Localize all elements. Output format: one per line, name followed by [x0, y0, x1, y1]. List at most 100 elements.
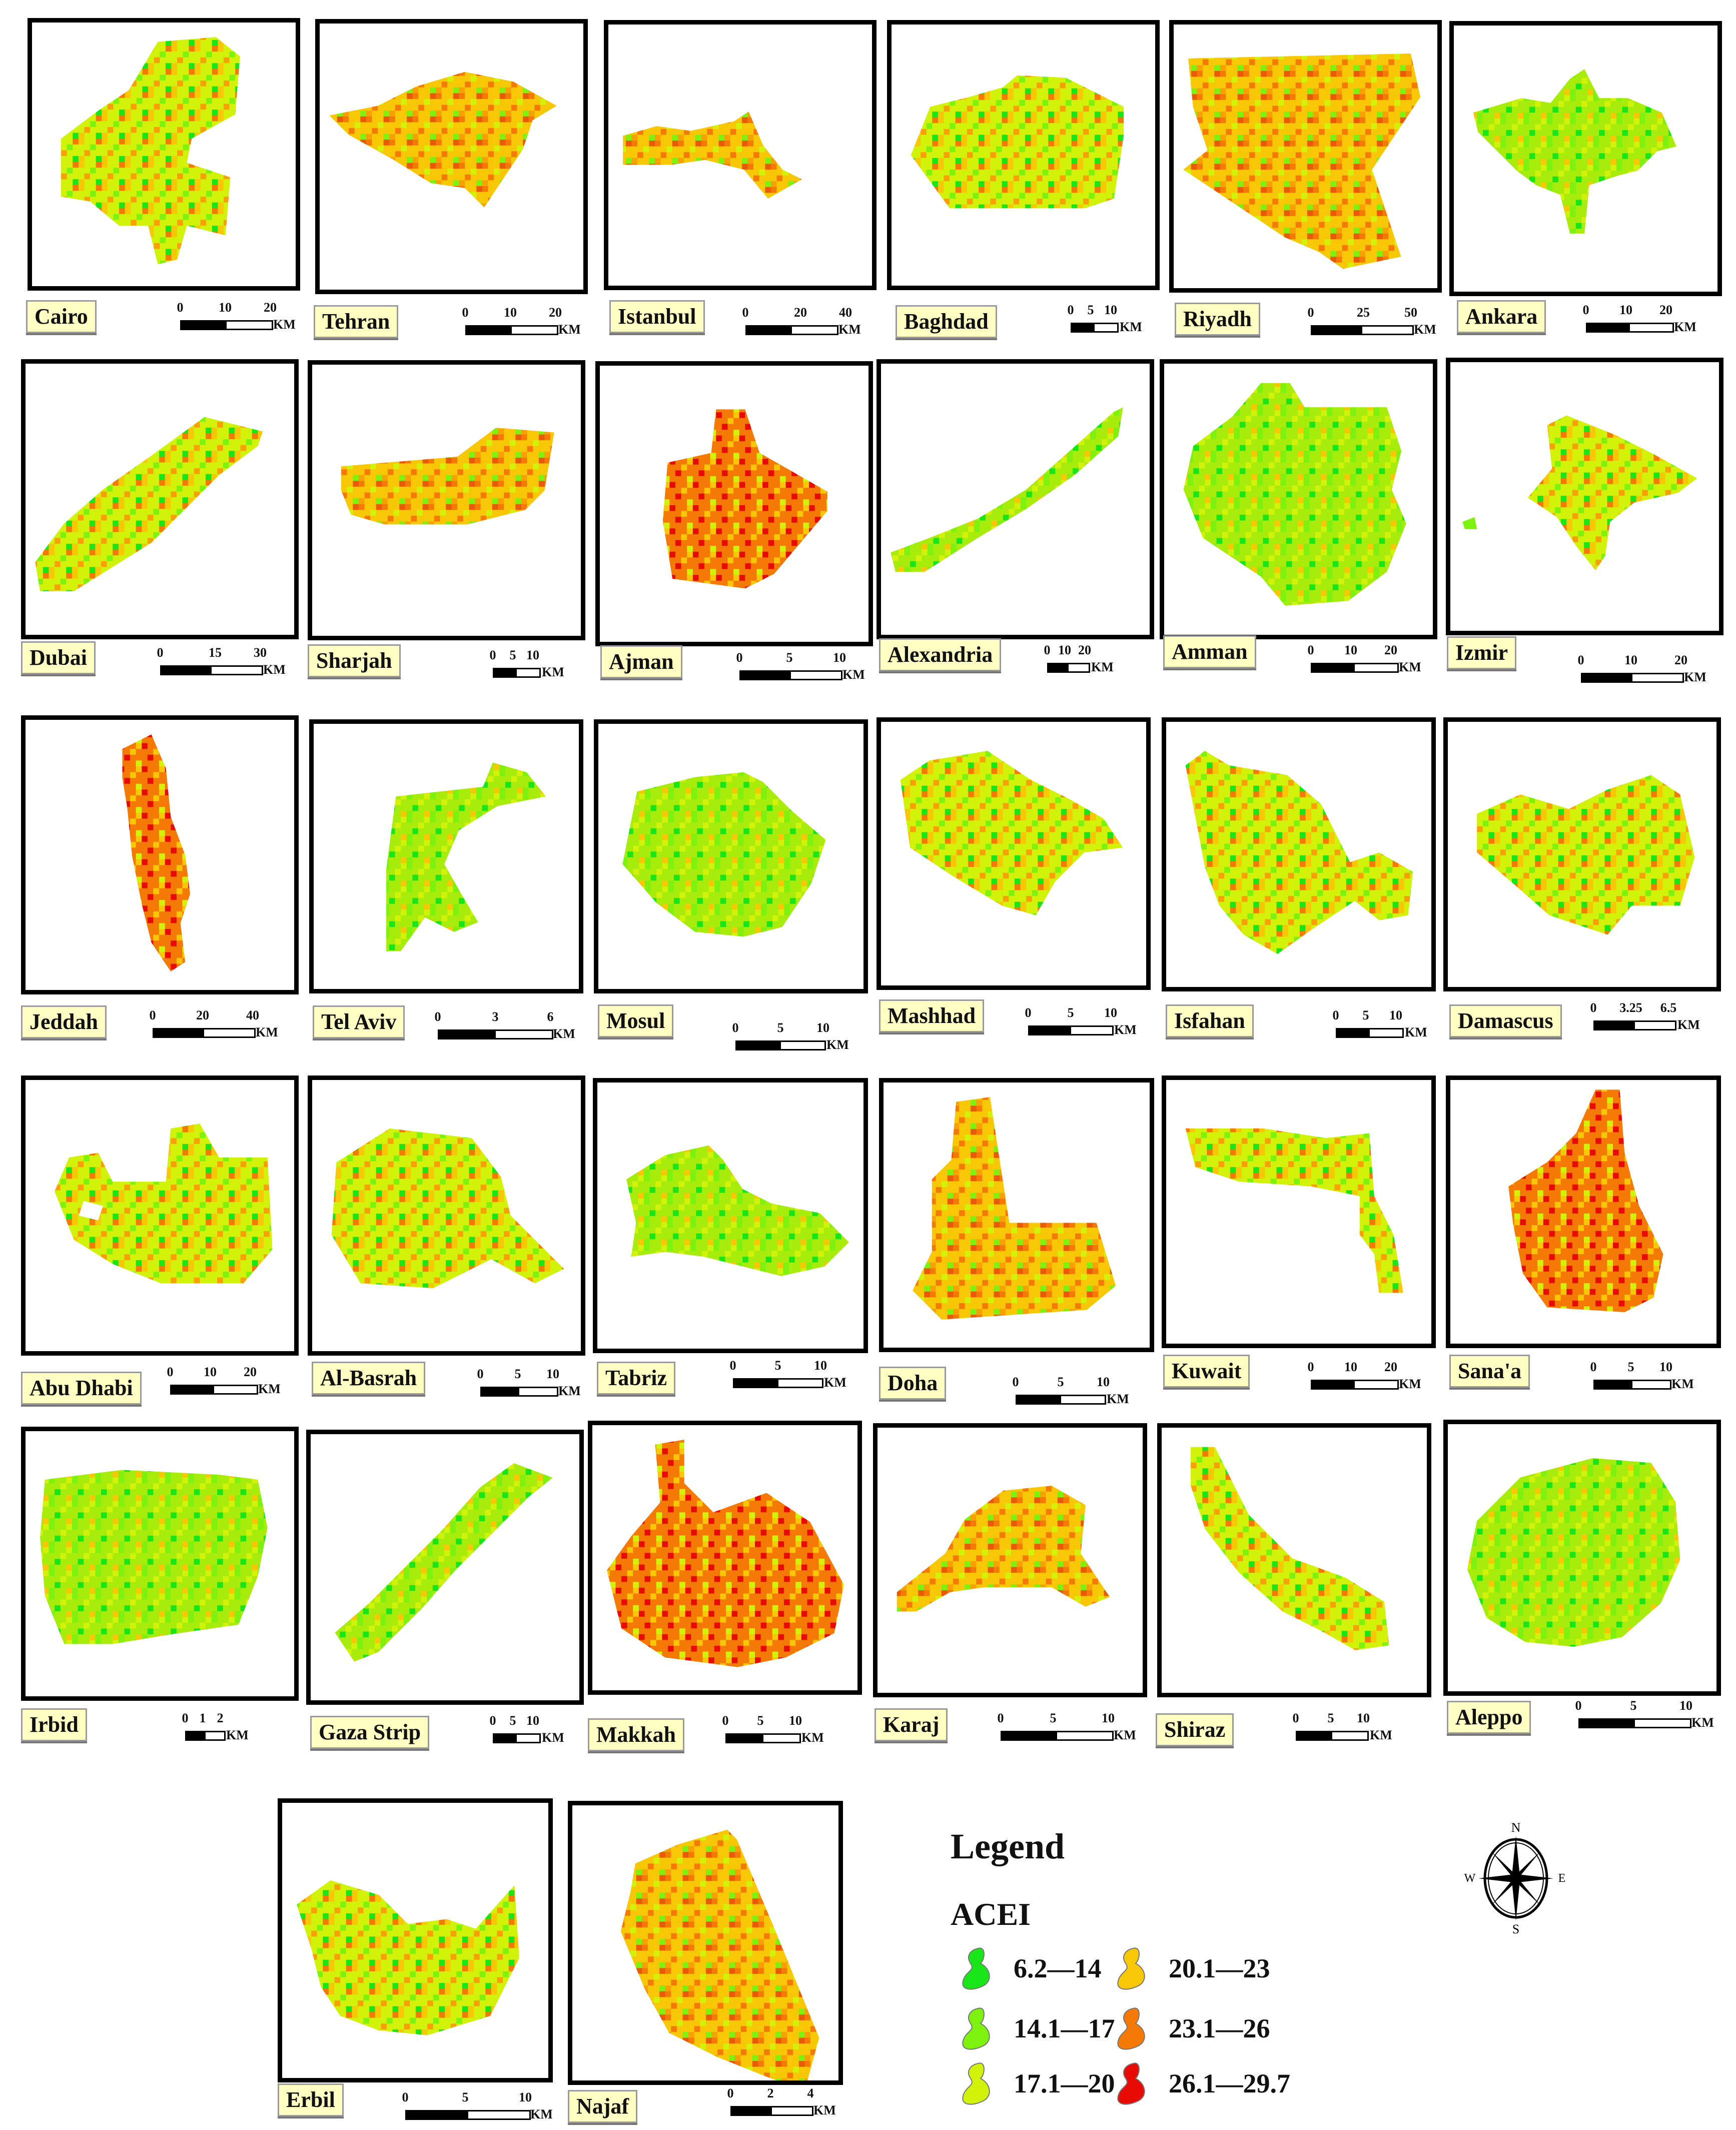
scale-bar: 0 5 10 KM — [1025, 1005, 1137, 1037]
scale-bar: 0 5 10 KM — [1575, 1698, 1714, 1730]
legend-swatch-icon — [1117, 1947, 1145, 1990]
map-panel-izmir — [1446, 358, 1723, 635]
city-label: Shiraz — [1156, 1713, 1234, 1747]
scale-bar: 0 10 20 KM — [462, 305, 581, 337]
city-map-karaj — [897, 1486, 1110, 1612]
scale-bar: 0 10 20 KM — [1582, 303, 1696, 334]
city-map-abu-dhabi — [55, 1124, 273, 1284]
city-label: Tabriz — [597, 1362, 676, 1395]
city-label: Ajman — [600, 645, 682, 679]
scale-bar: 0 5 10 KM — [732, 1020, 849, 1052]
scale-bar: 0 5 10 KM — [1332, 1008, 1427, 1039]
map-panel-alexandria — [877, 359, 1154, 639]
city-map-kuwait — [1185, 1128, 1403, 1293]
map-panel-tehran — [315, 19, 588, 294]
city-label: Sharjah — [308, 644, 401, 678]
city-label: Gaza Strip — [310, 1716, 430, 1749]
city-map-mashhad — [900, 751, 1123, 915]
compass-rose-icon: N S W E — [1461, 1820, 1571, 1936]
city-label: Abu Dhabi — [21, 1372, 142, 1405]
legend-item: 23.1—26 — [1111, 2006, 1270, 2051]
city-label: Ankara — [1457, 300, 1546, 334]
map-panel-ankara — [1449, 21, 1722, 296]
svg-text:N: N — [1511, 1821, 1521, 1835]
map-panel-jeddah — [21, 715, 299, 994]
scale-bar: 0 5 10 KM — [997, 1711, 1136, 1742]
city-label: Erbil — [278, 2083, 344, 2117]
scale-bar: 0 5 10 KM — [1012, 1375, 1129, 1406]
city-label: Dubai — [21, 641, 96, 675]
legend-item: 6.2—14 — [956, 1946, 1102, 1991]
city-map-sanaa — [1508, 1090, 1663, 1313]
map-panel-abu-dhabi — [21, 1076, 299, 1356]
city-map-tel-aviv — [386, 762, 546, 951]
city-map-ajman — [662, 409, 827, 589]
legend-swatch-icon — [1117, 2062, 1145, 2105]
city-map-jeddah — [122, 734, 190, 972]
city-label: Izmir — [1447, 636, 1517, 670]
scale-bar: 0 5 10 KM — [477, 1367, 581, 1398]
map-panel-baghdad — [887, 20, 1160, 290]
scale-bar: 0 15 30 KM — [157, 645, 286, 677]
city-map-baghdad — [911, 75, 1124, 209]
city-label: Irbid — [21, 1708, 87, 1742]
city-map-al-basrah — [331, 1128, 564, 1289]
map-panel-amman — [1160, 359, 1437, 639]
scale-bar: 0 10 20 KM — [1307, 643, 1421, 674]
map-panel-najaf — [568, 1801, 843, 2085]
map-panel-sanaa — [1446, 1076, 1721, 1348]
map-panel-tabriz — [593, 1078, 868, 1353]
city-label: Istanbul — [609, 300, 705, 334]
scale-bar: 0 3.25 6.5 KM — [1590, 1000, 1700, 1032]
map-panel-erbil — [278, 1798, 553, 2082]
city-map-makkah — [607, 1440, 844, 1667]
city-map-doha — [913, 1097, 1116, 1320]
svg-text:S: S — [1512, 1922, 1519, 1936]
city-map-ankara — [1473, 69, 1676, 234]
map-panel-sharjah — [308, 360, 585, 640]
scale-bar: 0 20 40 KM — [149, 1008, 278, 1039]
city-map-tabriz — [626, 1145, 849, 1276]
map-panel-karaj — [873, 1423, 1147, 1697]
legend-swatch-icon — [962, 2007, 990, 2050]
map-panel-irbid — [21, 1427, 299, 1701]
city-label: Cairo — [26, 300, 97, 334]
city-label: Isfahan — [1166, 1004, 1254, 1038]
city-map-najaf — [620, 1829, 819, 2080]
city-map-izmir — [1462, 415, 1697, 571]
legend-swatch-icon — [962, 2062, 990, 2105]
city-label: Najaf — [568, 2090, 638, 2123]
city-label: Kuwait — [1163, 1355, 1250, 1388]
legend-variable: ACEI — [951, 1896, 1031, 1932]
scale-bar: 0 5 10 KM — [489, 1713, 564, 1745]
map-panel-mashhad — [877, 717, 1151, 990]
map-panel-al-basrah — [308, 1076, 585, 1356]
city-map-riyadh — [1183, 54, 1421, 269]
city-map-aleppo — [1467, 1458, 1680, 1647]
city-label: Mosul — [598, 1004, 674, 1038]
city-label: Al-Basrah — [312, 1362, 426, 1395]
map-panel-dubai — [21, 359, 299, 639]
map-panel-tel-aviv — [309, 719, 583, 993]
legend-item: 17.1—20 — [956, 2061, 1115, 2106]
scale-bar: 0 5 10 KM — [722, 1713, 824, 1745]
map-panel-damascus — [1443, 717, 1721, 991]
city-map-alexandria — [891, 407, 1123, 572]
scale-bar: 0 5 10 KM — [489, 648, 564, 679]
legend-item: 26.1—29.7 — [1111, 2061, 1290, 2106]
scale-bar: 0 1 2 KM — [182, 1711, 249, 1742]
map-panel-makkah — [588, 1421, 862, 1695]
city-label: Riyadh — [1175, 303, 1260, 336]
scale-bar: 0 5 10 KM — [1292, 1711, 1392, 1742]
city-label: Mashhad — [879, 999, 985, 1033]
legend: Legend ACEI 6.2—14 14.1—17 17.1—20 20.1—… — [951, 1826, 1401, 2106]
city-map-erbil — [297, 1880, 519, 2035]
city-label: Baghdad — [896, 305, 997, 339]
scale-bar: 0 10 20 KM — [177, 300, 296, 332]
legend-item: 20.1—23 — [1111, 1946, 1270, 1991]
map-panel-isfahan — [1162, 717, 1436, 991]
scale-bar: 0 5 10 KM — [1590, 1360, 1694, 1391]
city-label: Damascus — [1449, 1004, 1562, 1038]
city-map-gaza-strip — [335, 1463, 553, 1662]
scale-bar: 0 10 20 KM — [1307, 1360, 1421, 1391]
